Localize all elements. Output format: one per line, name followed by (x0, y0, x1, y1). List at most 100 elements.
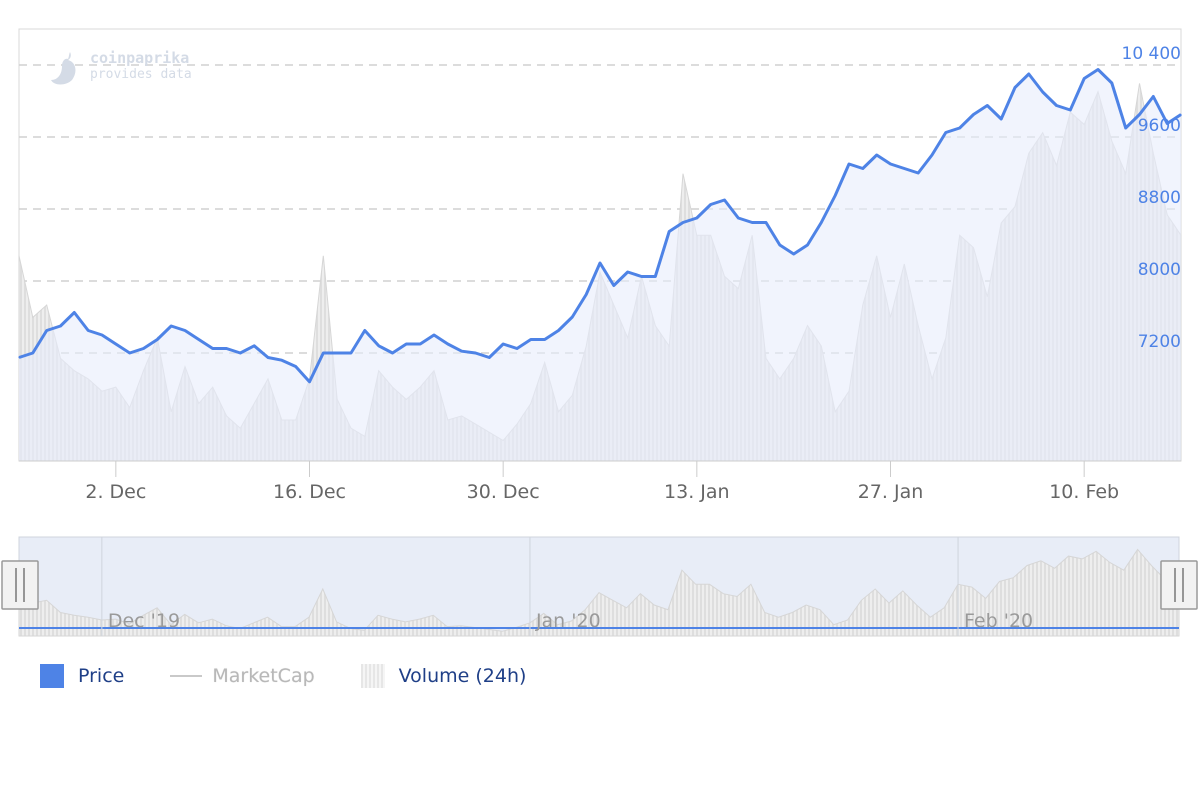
navigator-handle-right[interactable] (1160, 560, 1198, 610)
price-point (806, 244, 809, 246)
price-point (682, 221, 684, 224)
x-tick-label: 27. Jan (858, 481, 924, 503)
legend: Price MarketCap Volume (24h) (40, 664, 572, 688)
price-point (474, 352, 477, 354)
volume-swatch-icon (360, 664, 385, 688)
y-tick-label: 9600 (1138, 116, 1181, 136)
price-point (419, 343, 421, 345)
price-point (862, 167, 864, 170)
price-point (142, 347, 145, 350)
price-point (253, 345, 255, 347)
price-point (267, 356, 269, 359)
price-point (654, 275, 656, 278)
price-point (59, 325, 62, 327)
price-point (585, 293, 587, 296)
price-swatch-icon (40, 664, 64, 688)
price-point (1042, 91, 1044, 93)
price-point (627, 271, 629, 273)
legend-item-volume[interactable]: Volume (24h) (360, 664, 527, 688)
price-point (461, 350, 463, 352)
price-point (212, 347, 214, 350)
price-point (1152, 95, 1154, 98)
x-tick-label: 10. Feb (1049, 481, 1119, 503)
brand-watermark: coinpaprika provides data (48, 50, 192, 86)
legend-item-marketcap[interactable]: MarketCap (170, 665, 315, 687)
price-point (959, 127, 961, 129)
y-axis-labels: 7200 8000 8800 9600 10 400 (1122, 44, 1181, 352)
price-point (115, 343, 117, 345)
price-point (1028, 73, 1030, 75)
price-point (917, 172, 919, 174)
price-point (986, 104, 988, 107)
price-line (18, 68, 1182, 461)
price-point (225, 347, 228, 350)
price-point (876, 154, 878, 156)
price-point (723, 199, 726, 201)
legend-item-price[interactable]: Price (40, 664, 124, 688)
y-tick-label: 10 400 (1122, 44, 1181, 64)
price-point (184, 329, 186, 332)
price-point (170, 325, 172, 327)
paprika-logo-icon (51, 52, 76, 85)
price-point (972, 113, 975, 116)
y-tick-label: 8000 (1138, 260, 1181, 280)
price-point (1014, 86, 1016, 89)
price-point (322, 352, 324, 354)
price-point (405, 343, 407, 345)
price-point (378, 345, 380, 347)
price-point (544, 338, 546, 341)
price-point (696, 217, 698, 219)
price-point (129, 352, 131, 354)
price-point (350, 352, 352, 354)
price-point (1055, 104, 1058, 107)
price-point (1097, 68, 1099, 71)
navigator-label: Jan '20 (535, 610, 601, 632)
legend-label-volume: Volume (24h) (398, 665, 527, 687)
y-tick-label: 8800 (1138, 188, 1181, 208)
price-point (765, 221, 767, 224)
x-axis: 2. Dec 16. Dec 30. Dec 13. Jan 27. Jan 10. Fe… (19, 460, 1181, 503)
price-point (364, 329, 366, 332)
price-point (820, 221, 822, 224)
price-point (889, 163, 892, 165)
x-tick-label: 16. Dec (273, 481, 346, 503)
price-point (737, 217, 739, 219)
price-point (1069, 109, 1071, 111)
x-tick-label: 13. Jan (664, 481, 730, 503)
navigator-volume (18, 548, 1180, 637)
legend-label-marketcap: MarketCap (212, 665, 315, 687)
price-point (295, 365, 297, 368)
price-point (613, 284, 615, 287)
price-point (903, 167, 905, 170)
navigator[interactable]: Dec '19 Jan '20 Feb '20 (1, 536, 1198, 637)
price-point (834, 194, 836, 197)
price-point (18, 356, 20, 359)
price-point (1000, 118, 1002, 120)
price-point (391, 352, 394, 354)
price-point (668, 230, 670, 233)
price-point (1166, 122, 1168, 125)
navigator-label: Feb '20 (964, 610, 1033, 632)
price-point (1111, 82, 1113, 84)
navigator-handle-left[interactable] (1, 560, 39, 610)
price-point (516, 347, 518, 350)
price-point (1180, 113, 1182, 116)
price-point (502, 343, 504, 345)
price-point (308, 381, 311, 383)
price-point (1125, 127, 1127, 129)
price-point (87, 329, 89, 332)
marketcap-swatch-icon (170, 675, 203, 677)
brand-tagline: provides data (90, 67, 192, 82)
price-point (640, 275, 643, 278)
price-point (198, 338, 200, 341)
brand-name: coinpaprika (90, 49, 190, 67)
price-point (239, 352, 241, 354)
price-point (793, 253, 795, 255)
price-point (46, 329, 48, 332)
price-point (530, 338, 532, 341)
x-tick-label: 30. Dec (467, 481, 540, 503)
navigator-label: Dec '19 (108, 610, 180, 632)
price-point (557, 329, 560, 332)
price-point (488, 356, 490, 359)
